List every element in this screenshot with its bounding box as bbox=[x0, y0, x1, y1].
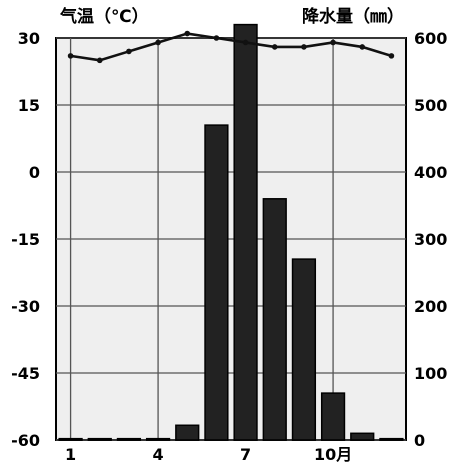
temp-point-month-7 bbox=[242, 39, 249, 46]
temp-point-month-12 bbox=[388, 53, 395, 59]
precipitation-bars bbox=[58, 23, 404, 441]
x-tick-label: 4 bbox=[153, 445, 164, 464]
temp-point-month-6 bbox=[213, 35, 220, 41]
x-tick-label: 7 bbox=[240, 445, 251, 464]
left-tick-label: 0 bbox=[29, 163, 40, 182]
left-tick-label: 30 bbox=[18, 29, 40, 48]
right-tick-label: 500 bbox=[414, 96, 447, 115]
bar-month-2 bbox=[87, 437, 112, 441]
left-tick-label: -60 bbox=[11, 431, 40, 450]
temp-point-month-8 bbox=[271, 44, 278, 50]
temperature-polyline bbox=[70, 32, 392, 62]
left-axis-ticks: 30 15 0 -15 -30 -45 -60 bbox=[11, 29, 40, 450]
temp-point-month-3 bbox=[126, 48, 132, 55]
right-tick-label: 200 bbox=[414, 297, 447, 316]
bar-month-4 bbox=[145, 437, 171, 441]
bar-month-8 bbox=[262, 198, 287, 441]
x-axis-ticks: 1 4 7 10月 bbox=[65, 445, 352, 464]
x-tick-label: 10月 bbox=[314, 445, 352, 464]
bar-month-7 bbox=[233, 23, 258, 441]
right-tick-label: 400 bbox=[414, 163, 447, 182]
temp-point-month-9 bbox=[301, 44, 307, 50]
bar-month-3 bbox=[116, 437, 142, 441]
right-axis-title: 降水量（㎜） bbox=[302, 6, 404, 27]
temp-point-month-2 bbox=[96, 57, 103, 64]
bar-month-6 bbox=[204, 124, 229, 441]
temp-point-month-4 bbox=[155, 39, 161, 46]
left-tick-label: 15 bbox=[18, 96, 40, 115]
left-tick-label: -45 bbox=[11, 364, 40, 383]
x-tick-label: 1 bbox=[65, 445, 76, 464]
left-axis-title: 气温（℃） bbox=[59, 6, 149, 27]
bar-month-9 bbox=[291, 258, 317, 441]
temp-point-month-11 bbox=[359, 44, 366, 50]
bar-month-12 bbox=[379, 437, 404, 441]
bar-month-1 bbox=[58, 437, 83, 441]
temp-point-month-5 bbox=[184, 30, 191, 37]
left-tick-label: -30 bbox=[11, 297, 40, 316]
bar-month-11 bbox=[350, 432, 375, 441]
left-tick-label: -15 bbox=[11, 230, 40, 249]
temp-point-month-1 bbox=[67, 53, 74, 59]
right-tick-label: 600 bbox=[414, 29, 447, 48]
bar-month-5 bbox=[175, 424, 200, 441]
right-tick-label: 300 bbox=[414, 230, 447, 249]
temperature-line bbox=[67, 30, 395, 64]
right-tick-label: 0 bbox=[414, 431, 425, 450]
right-tick-label: 100 bbox=[414, 364, 447, 383]
temp-point-month-10 bbox=[330, 39, 336, 46]
bar-month-10 bbox=[320, 392, 346, 441]
right-axis-ticks: 600 500 400 300 200 100 0 bbox=[414, 29, 447, 450]
